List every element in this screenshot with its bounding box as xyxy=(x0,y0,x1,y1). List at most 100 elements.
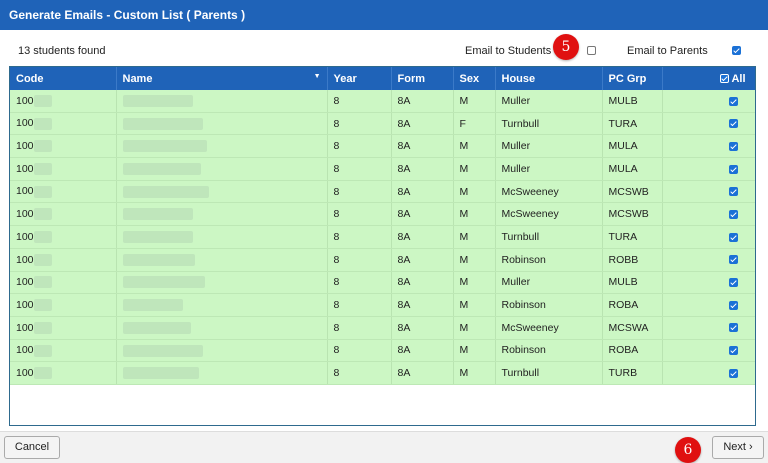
table-row[interactable]: 100 8 8A M Robinson ROBA xyxy=(10,339,755,363)
row-select-checkbox[interactable] xyxy=(728,232,738,242)
row-select-checkbox[interactable] xyxy=(728,323,738,333)
col-code-header[interactable]: Code xyxy=(10,67,117,90)
cell-name xyxy=(116,316,328,340)
cell-year: 8 xyxy=(327,90,392,113)
cell-select xyxy=(662,248,755,272)
cell-code: 100 xyxy=(10,293,117,317)
cell-name xyxy=(116,134,328,159)
cell-house: Robinson xyxy=(495,293,603,317)
cell-pcgrp: ROBA xyxy=(602,293,663,317)
cell-year: 8 xyxy=(327,225,392,249)
cell-name xyxy=(116,157,328,181)
table-row[interactable]: 100 8 8A M McSweeney MCSWB xyxy=(10,180,755,204)
cell-year: 8 xyxy=(327,271,392,295)
student-code: 100 xyxy=(16,321,34,334)
cell-sex: F xyxy=(453,112,496,136)
cancel-button[interactable]: Cancel xyxy=(4,436,60,459)
cell-year: 8 xyxy=(327,134,392,159)
redacted-code xyxy=(33,321,52,334)
table-row[interactable]: 100 8 8A M McSweeney MCSWB xyxy=(10,202,755,227)
cell-form: 8A xyxy=(391,180,454,204)
table-row[interactable]: 100 8 8A M Muller MULA xyxy=(10,134,755,159)
redacted-name xyxy=(122,344,203,357)
select-all-checkbox[interactable] xyxy=(719,74,729,84)
cell-select xyxy=(662,271,755,295)
cell-house: Muller xyxy=(495,134,603,159)
table-header-row: Code Name ▼ Year Form Sex House PC Grp A… xyxy=(10,67,755,90)
table-row[interactable]: 100 8 8A M Turnbull TURA xyxy=(10,225,755,249)
select-all-label: All xyxy=(731,72,746,85)
cell-pcgrp: MCSWA xyxy=(602,316,663,340)
student-code: 100 xyxy=(16,140,34,153)
cell-year: 8 xyxy=(327,202,392,227)
cell-name xyxy=(116,202,328,227)
cell-year: 8 xyxy=(327,293,392,317)
redacted-name xyxy=(122,231,193,244)
cell-form: 8A xyxy=(391,157,454,181)
email-parents-label: Email to Parents xyxy=(627,45,708,57)
row-select-checkbox[interactable] xyxy=(728,119,738,129)
cell-select xyxy=(662,361,755,385)
cell-year: 8 xyxy=(327,316,392,340)
cell-code: 100 xyxy=(10,180,117,204)
students-table: Code Name ▼ Year Form Sex House PC Grp A… xyxy=(10,67,755,385)
row-select-checkbox[interactable] xyxy=(728,255,738,265)
cell-form: 8A xyxy=(391,202,454,227)
row-select-checkbox[interactable] xyxy=(728,368,738,378)
cell-house: McSweeney xyxy=(495,202,603,227)
cell-code: 100 xyxy=(10,134,117,159)
col-house-header[interactable]: House xyxy=(495,67,603,90)
row-select-checkbox[interactable] xyxy=(728,187,738,197)
table-row[interactable]: 100 8 8A F Turnbull TURA xyxy=(10,112,755,136)
cell-sex: M xyxy=(453,157,496,181)
cell-select xyxy=(662,180,755,204)
row-select-checkbox[interactable] xyxy=(728,210,738,219)
cell-form: 8A xyxy=(391,225,454,249)
cell-house: Muller xyxy=(495,90,603,113)
table-row[interactable]: 100 8 8A M Muller MULA xyxy=(10,157,755,181)
dialog-footer: Cancel Next › xyxy=(0,431,768,463)
redacted-name xyxy=(122,117,203,130)
col-year-header[interactable]: Year xyxy=(327,67,392,90)
col-pcgrp-header[interactable]: PC Grp xyxy=(602,67,663,90)
table-row[interactable]: 100 8 8A M McSweeney MCSWA xyxy=(10,316,755,340)
next-button[interactable]: Next › xyxy=(712,436,764,459)
table-row[interactable]: 100 8 8A M Turnbull TURB xyxy=(10,361,755,385)
sort-desc-icon[interactable]: ▼ xyxy=(313,72,321,80)
row-select-checkbox[interactable] xyxy=(728,278,738,288)
row-select-checkbox[interactable] xyxy=(728,164,738,174)
cell-form: 8A xyxy=(391,112,454,136)
dialog-title-bar: Generate Emails - Custom List ( Parents … xyxy=(0,0,768,30)
row-select-checkbox[interactable] xyxy=(728,346,738,356)
cell-pcgrp: MULB xyxy=(602,271,663,295)
step-5-marker: 5 xyxy=(553,34,579,60)
cell-house: Muller xyxy=(495,271,603,295)
row-select-checkbox[interactable] xyxy=(728,96,738,106)
cell-form: 8A xyxy=(391,134,454,159)
table-row[interactable]: 100 8 8A M Muller MULB xyxy=(10,271,755,295)
cell-code: 100 xyxy=(10,90,117,113)
cell-pcgrp: MCSWB xyxy=(602,180,663,204)
col-form-header[interactable]: Form xyxy=(391,67,454,90)
student-code: 100 xyxy=(16,94,34,107)
email-parents-checkbox[interactable] xyxy=(732,46,741,55)
cell-house: Muller xyxy=(495,157,603,181)
row-select-checkbox[interactable] xyxy=(728,141,738,151)
cell-form: 8A xyxy=(391,90,454,113)
col-sex-header[interactable]: Sex xyxy=(453,67,496,90)
col-all-header[interactable]: All xyxy=(662,67,755,90)
cell-pcgrp: TURA xyxy=(602,225,663,249)
row-select-checkbox[interactable] xyxy=(728,300,738,310)
cell-house: Robinson xyxy=(495,339,603,363)
cell-code: 100 xyxy=(10,225,117,249)
cell-form: 8A xyxy=(391,293,454,317)
redacted-code xyxy=(33,117,52,130)
cell-pcgrp: TURB xyxy=(602,361,663,385)
table-row[interactable]: 100 8 8A M Robinson ROBB xyxy=(10,248,755,272)
col-name-header[interactable]: Name ▼ xyxy=(116,67,328,90)
table-row[interactable]: 100 8 8A M Muller MULB xyxy=(10,90,755,113)
redacted-code xyxy=(33,94,52,107)
cell-sex: M xyxy=(453,180,496,204)
table-row[interactable]: 100 8 8A M Robinson ROBA xyxy=(10,293,755,317)
email-students-checkbox[interactable] xyxy=(587,46,596,55)
